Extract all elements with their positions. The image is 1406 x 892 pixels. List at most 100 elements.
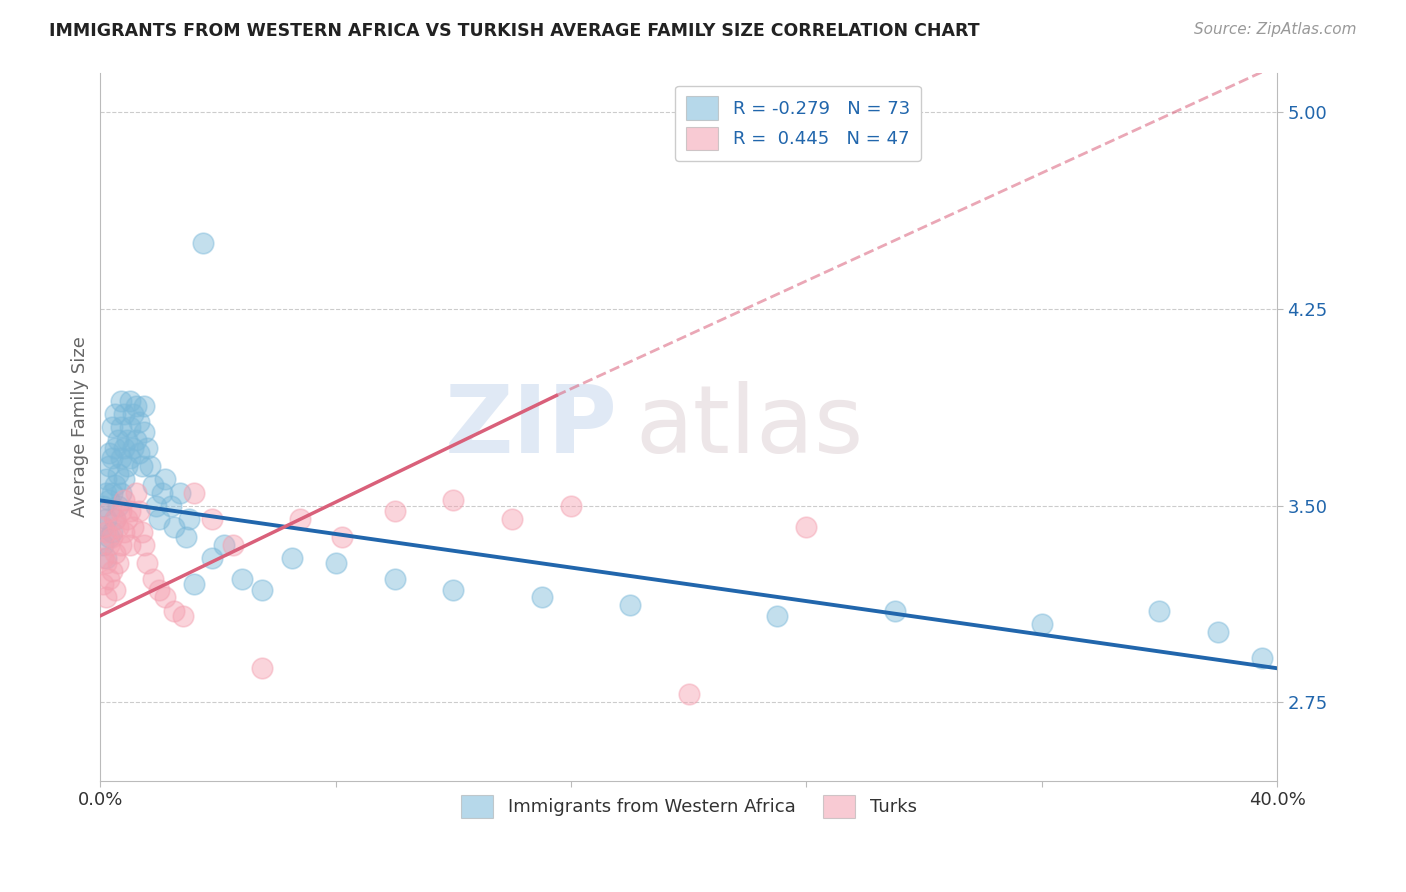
Point: [115, 512, 138, 526]
Point: [142, 477, 165, 491]
Point: [201, 551, 224, 566]
Point: [96, 524, 118, 539]
Point: [139, 459, 162, 474]
Point: [96, 512, 118, 526]
Point: [134, 425, 156, 440]
Point: [115, 433, 138, 447]
Point: [1149, 603, 1171, 617]
Point: [118, 538, 141, 552]
Point: [96, 472, 118, 486]
Point: [104, 582, 127, 597]
Point: [619, 599, 641, 613]
Point: [128, 415, 150, 429]
Point: [96, 557, 118, 571]
Point: [183, 577, 205, 591]
Point: [98, 530, 121, 544]
Point: [107, 433, 129, 447]
Text: Source: ZipAtlas.com: Source: ZipAtlas.com: [1194, 22, 1357, 37]
Point: [201, 512, 224, 526]
Point: [110, 420, 132, 434]
Point: [222, 538, 245, 552]
Point: [148, 512, 170, 526]
Point: [112, 407, 135, 421]
Point: [96, 551, 118, 566]
Point: [118, 420, 141, 434]
Point: [107, 467, 129, 482]
Text: atlas: atlas: [636, 381, 865, 473]
Point: [148, 582, 170, 597]
Point: [110, 538, 132, 552]
Point: [107, 499, 129, 513]
Point: [280, 551, 302, 566]
Point: [107, 519, 129, 533]
Point: [124, 433, 146, 447]
Point: [91, 519, 114, 533]
Point: [98, 459, 121, 474]
Point: [104, 441, 127, 455]
Point: [104, 546, 127, 560]
Point: [136, 557, 159, 571]
Point: [766, 608, 789, 623]
Y-axis label: Average Family Size: Average Family Size: [72, 336, 89, 517]
Point: [501, 512, 523, 526]
Point: [441, 493, 464, 508]
Point: [212, 538, 235, 552]
Point: [183, 485, 205, 500]
Point: [136, 441, 159, 455]
Point: [98, 446, 121, 460]
Point: [124, 485, 146, 500]
Point: [121, 407, 143, 421]
Point: [153, 472, 176, 486]
Point: [110, 504, 132, 518]
Point: [1251, 650, 1274, 665]
Point: [104, 407, 127, 421]
Point: [145, 499, 167, 513]
Point: [107, 557, 129, 571]
Point: [98, 504, 121, 518]
Point: [91, 538, 114, 552]
Point: [118, 504, 141, 518]
Text: ZIP: ZIP: [446, 381, 619, 473]
Point: [112, 493, 135, 508]
Point: [174, 530, 197, 544]
Point: [231, 572, 253, 586]
Point: [325, 557, 347, 571]
Point: [131, 524, 153, 539]
Point: [118, 393, 141, 408]
Point: [134, 399, 156, 413]
Point: [121, 519, 143, 533]
Point: [104, 477, 127, 491]
Point: [1206, 624, 1229, 639]
Point: [172, 608, 194, 623]
Point: [104, 512, 127, 526]
Point: [160, 499, 183, 513]
Text: IMMIGRANTS FROM WESTERN AFRICA VS TURKISH AVERAGE FAMILY SIZE CORRELATION CHART: IMMIGRANTS FROM WESTERN AFRICA VS TURKIS…: [49, 22, 980, 40]
Point: [530, 591, 553, 605]
Point: [1031, 616, 1053, 631]
Point: [110, 485, 132, 500]
Point: [131, 459, 153, 474]
Point: [163, 603, 186, 617]
Point: [110, 393, 132, 408]
Point: [96, 591, 118, 605]
Point: [118, 451, 141, 466]
Point: [883, 603, 905, 617]
Point: [124, 399, 146, 413]
Point: [121, 441, 143, 455]
Point: [250, 661, 273, 675]
Point: [112, 441, 135, 455]
Legend: Immigrants from Western Africa, Turks: Immigrants from Western Africa, Turks: [454, 788, 924, 825]
Point: [101, 564, 124, 578]
Point: [101, 485, 124, 500]
Point: [169, 485, 191, 500]
Point: [112, 472, 135, 486]
Point: [101, 530, 124, 544]
Point: [384, 504, 406, 518]
Point: [290, 512, 312, 526]
Point: [153, 591, 176, 605]
Point: [91, 519, 114, 533]
Point: [104, 512, 127, 526]
Point: [115, 459, 138, 474]
Point: [96, 485, 118, 500]
Point: [128, 504, 150, 518]
